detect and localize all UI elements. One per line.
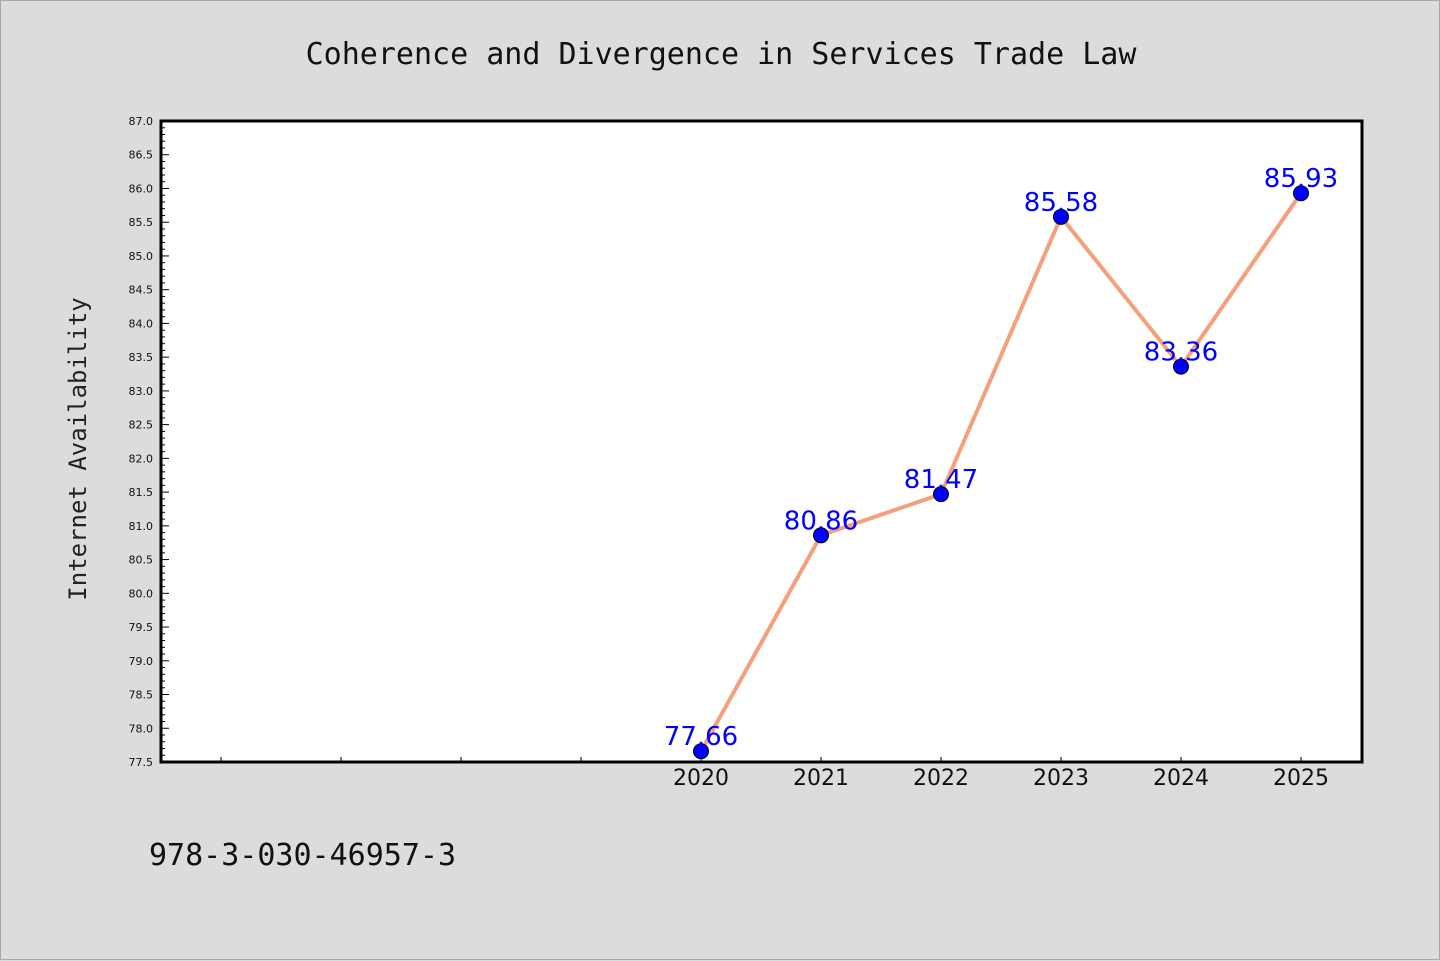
isbn-text: 978-3-030-46957-3 — [149, 838, 456, 873]
y-tick-label: 82.5 — [129, 419, 154, 432]
y-tick-label: 85.0 — [129, 250, 154, 263]
x-tick-label: 2025 — [1273, 766, 1329, 791]
data-point — [1293, 185, 1309, 202]
y-tick-label: 87.0 — [129, 115, 154, 128]
y-tick-label: 80.0 — [129, 587, 154, 600]
y-tick-label: 86.5 — [129, 149, 154, 162]
y-tick-label: 83.0 — [129, 385, 154, 398]
y-tick-label: 80.5 — [129, 554, 154, 567]
y-tick-label: 78.5 — [129, 689, 154, 702]
y-tick-label: 81.0 — [129, 520, 154, 533]
y-tick-label: 84.5 — [129, 284, 154, 297]
y-tick-label: 79.5 — [129, 621, 154, 634]
data-label: 81.47 — [904, 465, 978, 495]
x-tick-label: 2024 — [1153, 766, 1209, 791]
y-tick-label: 82.0 — [129, 452, 154, 465]
series-group: 77.66 80.86 81.47 85.58 83.36 85.93 — [664, 164, 1338, 760]
data-label: 83.36 — [1144, 338, 1218, 368]
y-tick-label: 81.5 — [129, 486, 154, 499]
y-tick-label: 79.0 — [129, 655, 154, 668]
x-tick-label: 2023 — [1033, 766, 1089, 791]
y-tick-label: 83.5 — [129, 351, 154, 364]
chart-title: Coherence and Divergence in Services Tra… — [306, 37, 1138, 72]
y-axis-label: Internet Availability — [64, 297, 92, 600]
plot-area — [159, 119, 1364, 764]
x-tick-label: 2020 — [673, 766, 729, 791]
x-tick-label: 2022 — [913, 766, 969, 791]
data-point — [1053, 208, 1069, 225]
data-point — [693, 743, 709, 760]
data-point — [813, 527, 829, 544]
data-label: 85.93 — [1264, 164, 1338, 194]
y-tick-label: 84.0 — [129, 317, 154, 330]
y-tick-label: 86.0 — [129, 182, 154, 195]
series-line — [699, 192, 1303, 753]
plot-background — [159, 119, 1364, 764]
y-tick-label: 77.5 — [129, 756, 154, 769]
y-axis: 77.5 78.0 78.5 79.0 79.5 80.0 80.5 81.0 81.5 82.0… — [129, 115, 169, 769]
data-point — [1173, 358, 1189, 375]
data-label: 80.86 — [784, 506, 858, 536]
data-label: 85.58 — [1024, 188, 1098, 218]
x-axis: 2020 2021 2022 2023 2024 2025 — [220, 757, 1329, 791]
x-tick-label: 2021 — [793, 766, 849, 791]
data-point — [933, 486, 949, 503]
y-tick-label: 85.5 — [129, 216, 154, 229]
data-label: 77.66 — [664, 722, 738, 752]
y-tick-label: 78.0 — [129, 722, 154, 735]
